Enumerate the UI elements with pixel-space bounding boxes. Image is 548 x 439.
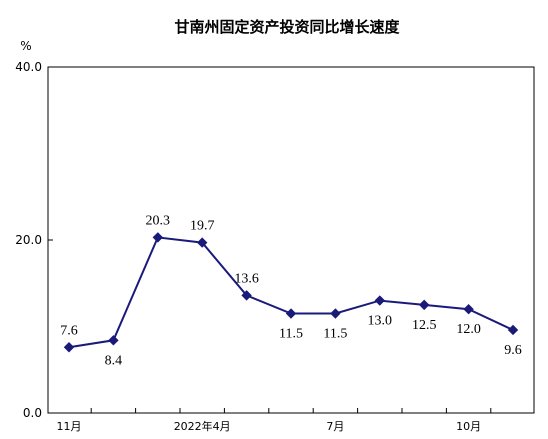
data-point xyxy=(241,290,252,301)
y-tick-label: 0.0 xyxy=(23,406,42,420)
data-point xyxy=(374,295,386,306)
data-label: 11.5 xyxy=(279,327,303,342)
chart-title: 甘南州固定资产投资同比增长速度 xyxy=(174,18,400,36)
data-label: 20.3 xyxy=(146,213,171,228)
data-point xyxy=(196,237,208,248)
data-label: 11.5 xyxy=(323,327,347,342)
data-labels: 7.6 8.4 20.3 19.7 13.6 11.5 11.5 13.0 12.5 12.0 9.… xyxy=(60,213,522,368)
x-axis: 11月 2022年4月 7月 10月 xyxy=(57,408,492,433)
data-point xyxy=(507,324,519,336)
x-tick-label: 2022年4月 xyxy=(174,419,231,433)
data-label: 7.6 xyxy=(60,323,78,338)
data-point xyxy=(285,308,297,319)
x-tick-label: 7月 xyxy=(326,420,344,433)
data-label: 12.0 xyxy=(456,322,481,337)
data-point xyxy=(418,299,430,311)
y-tick-label: 40.0 xyxy=(15,60,42,74)
y-axis-unit: % xyxy=(20,39,31,53)
data-point xyxy=(63,342,75,353)
x-tick-label: 10月 xyxy=(456,420,481,433)
data-label: 13.0 xyxy=(368,314,393,329)
x-tick-label: 11月 xyxy=(57,420,82,433)
data-label: 8.4 xyxy=(105,353,123,368)
data-label: 13.6 xyxy=(234,271,259,286)
y-axis: 0.0 20.0 40.0 xyxy=(15,60,53,420)
data-point xyxy=(152,232,164,243)
y-tick-label: 20.0 xyxy=(15,233,42,247)
data-label: 12.5 xyxy=(412,318,437,333)
data-point xyxy=(463,303,474,315)
data-point xyxy=(330,308,341,319)
data-label: 19.7 xyxy=(190,219,215,234)
series-markers xyxy=(63,232,519,353)
data-label: 9.6 xyxy=(504,343,522,358)
data-point xyxy=(108,335,119,346)
